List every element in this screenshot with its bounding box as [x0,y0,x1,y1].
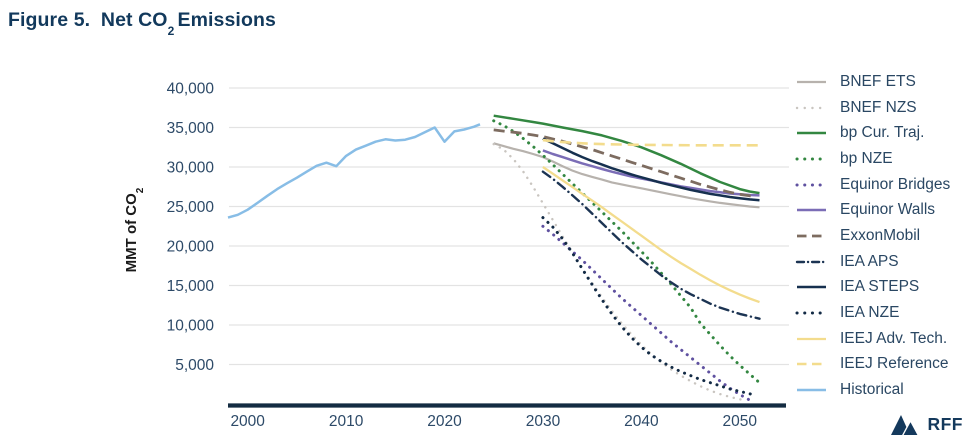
series-line-ieej-adv-tech [542,166,760,304]
legend-label: ExxonMobil [840,226,921,244]
legend-swatch-ieej-reference [797,363,826,366]
legend-label: IEA STEPS [840,278,920,296]
legend-label: IEA APS [840,252,899,270]
figure-title: Figure 5. Net CO2 Emissions [8,9,276,38]
y-tick-label: 20,000 [167,239,215,256]
legend-item-ieej-reference: IEEJ Reference [795,352,975,378]
series-line-equinor-bridges [541,224,757,404]
series-line-bp-nze [492,119,761,385]
x-tick-label: 2040 [624,413,659,430]
legend-swatch-equinor-bridges [795,183,828,187]
legend-label: bp NZE [840,149,893,167]
series-line-ieej-reference [542,138,760,147]
legend-item-iea-aps: IEA APS [795,249,975,275]
figure-title-text-2: Emissions [177,9,276,31]
series-line-bnef-ets [493,142,760,209]
y-tick-label: 25,000 [167,199,215,216]
x-tick-label: 2050 [723,413,758,430]
legend-swatch-iea-aps [795,260,828,263]
rff-logo: RFF [890,412,963,437]
legend-item-bp-cur-traj: bp Cur. Traj. [795,120,975,146]
legend: BNEF ETS BNEF NZS bp Cur. Traj. bp NZE Equin… [795,69,975,403]
legend-swatch-ieej-adv-tech [797,337,826,340]
legend-label: Historical [840,381,904,399]
legend-item-historical: Historical [795,377,975,403]
x-tick-label: 2030 [526,413,561,430]
co2-subscript: 2 [167,23,175,38]
series-line-iea-nze [541,216,757,397]
series-line-bnef-nzs [492,142,746,402]
legend-item-iea-steps: IEA STEPS [795,275,975,301]
legend-swatch-bp-nze [795,157,828,161]
legend-item-exxonmobil: ExxonMobil [795,223,975,249]
legend-label: IEEJ Reference [840,355,949,373]
legend-label: bp Cur. Traj. [840,124,925,142]
legend-swatch-bnef-ets [797,80,826,83]
x-tick-label: 2010 [329,413,364,430]
legend-item-ieej-adv-tech: IEEJ Adv. Tech. [795,326,975,352]
y-tick-label: 35,000 [167,120,215,137]
legend-swatch-equinor-walls [797,209,826,212]
series-line-iea-steps [542,137,760,202]
y-axis-title: MMT of CO2 [123,187,146,273]
legend-swatch-historical [797,388,826,392]
legend-swatch-iea-nze [795,311,828,315]
legend-swatch-bp-cur-traj [797,131,826,135]
figure-number: Figure 5. [8,9,91,31]
figure-title-text: Net CO [100,9,168,31]
legend-item-iea-nze: IEA NZE [795,300,975,326]
legend-item-bnef-nzs: BNEF NZS [795,95,975,121]
legend-label: IEEJ Adv. Tech. [840,329,948,347]
gridlines [229,87,789,366]
y-tick-label: 5,000 [175,357,214,374]
legend-item-bnef-ets: BNEF ETS [795,69,975,95]
y-tick-label: 40,000 [167,81,215,98]
legend-label: IEA NZE [840,304,900,322]
rff-logo-text: RFF [927,414,963,434]
legend-swatch-exxonmobil [797,234,826,238]
legend-item-equinor-walls: Equinor Walls [795,197,975,223]
series-line-iea-aps [541,170,761,320]
legend-label: BNEF ETS [840,72,916,90]
legend-item-bp-nze: bp NZE [795,146,975,172]
x-tick-label: 2000 [230,413,265,430]
mountains-icon [891,415,920,436]
legend-label: BNEF NZS [840,98,917,116]
legend-swatch-iea-steps [797,286,826,289]
legend-item-equinor-bridges: Equinor Bridges [795,172,975,198]
x-tick-label: 2020 [427,413,462,430]
y-tick-label: 10,000 [167,318,215,335]
y-tick-label: 15,000 [167,278,215,295]
legend-label: Equinor Walls [840,201,936,219]
y-tick-label: 30,000 [167,160,215,177]
series-line-exxonmobil [493,128,755,198]
legend-label: Equinor Bridges [840,175,951,193]
legend-swatch-bnef-nzs [795,106,828,109]
series-line-historical [227,123,481,219]
co2-subscript-axis: 2 [135,187,146,194]
